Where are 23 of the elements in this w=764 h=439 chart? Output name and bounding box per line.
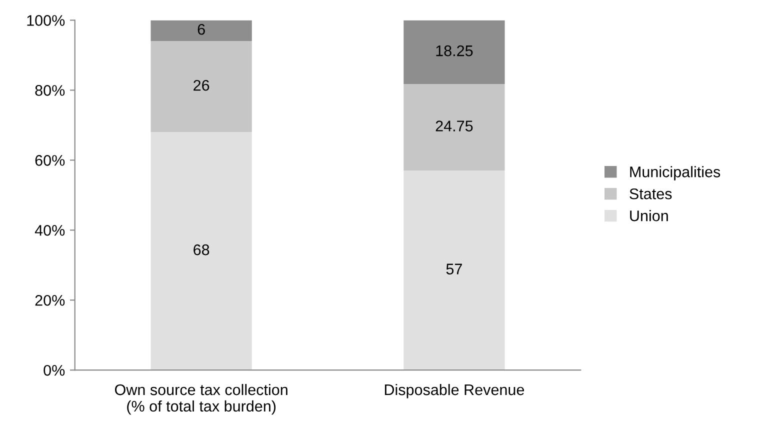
y-tick-label: 60%: [35, 155, 65, 166]
legend-label: States: [630, 188, 672, 200]
bar: [404, 170, 505, 370]
x-tick-label: Disposable Revenue: [384, 384, 524, 398]
data-label: 57: [446, 264, 462, 274]
y-tick-label: 80%: [35, 85, 65, 96]
data-label: 24.75: [436, 120, 473, 132]
legend-label: Municipalities: [630, 166, 720, 180]
data-label: 6: [198, 24, 205, 35]
legend-label: Union: [630, 210, 668, 222]
bar: [404, 84, 505, 171]
bar: [150, 41, 252, 132]
y-tick-label: 100%: [27, 15, 65, 26]
bar: [150, 132, 252, 370]
bar: [150, 20, 252, 42]
y-tick-label: 0%: [44, 364, 65, 376]
y-tick-label: 20%: [35, 294, 65, 306]
bar: [404, 20, 505, 84]
data-label: 26: [194, 80, 210, 91]
y-tick-label: 40%: [34, 224, 65, 236]
data-label: 18.25: [436, 45, 473, 56]
data-label: 68: [194, 244, 210, 256]
x-tick-label: Own source tax collection (% of total tax burden): [115, 384, 288, 415]
